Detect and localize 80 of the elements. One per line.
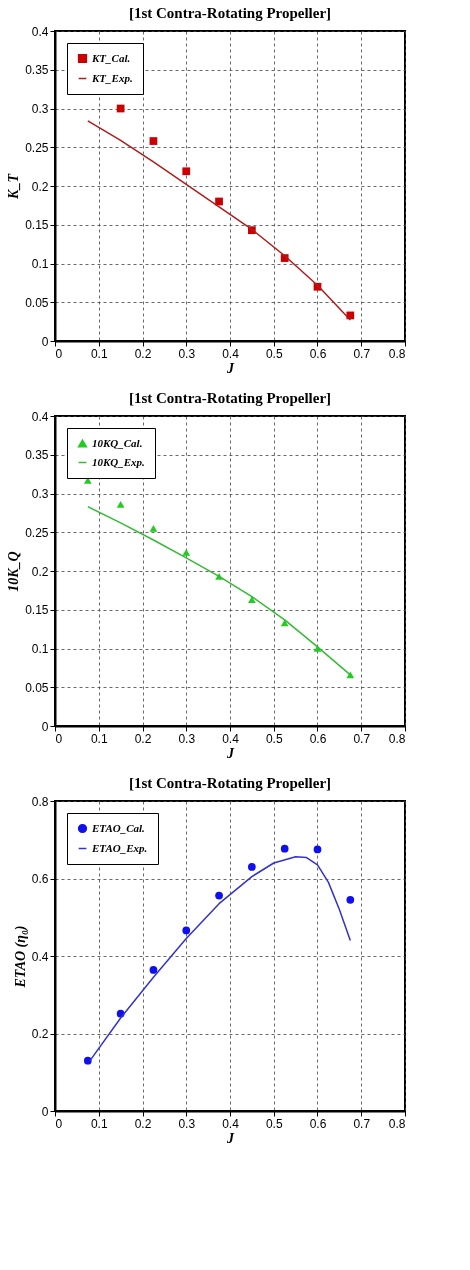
- point: [149, 137, 158, 145]
- y-tick-label: 0: [41, 1104, 49, 1119]
- legend-label: 10KQ_Cal.: [92, 436, 143, 449]
- point: [182, 167, 191, 176]
- x-tick-label: 0.6: [309, 731, 327, 746]
- x-tick-label: 0.4: [222, 731, 240, 746]
- chart-title: [1st Contra-Rotating Propeller]: [128, 5, 332, 21]
- y-tick-label: 0: [41, 334, 49, 349]
- x-tick-label: 0.6: [309, 1116, 327, 1131]
- point: [313, 845, 322, 854]
- x-tick-label: 0: [55, 731, 63, 746]
- point: [83, 1056, 92, 1065]
- y-tick-label: 0.2: [31, 179, 49, 194]
- x-tick-label: 0.3: [178, 346, 196, 361]
- x-tick-label: 0: [55, 1116, 63, 1131]
- x-tick-label: 0.2: [134, 346, 152, 361]
- y-tick-label: 0.4: [31, 949, 49, 964]
- x-tick-label: 0.1: [90, 346, 108, 361]
- point: [149, 966, 158, 974]
- point: [215, 197, 223, 206]
- point: [215, 891, 223, 900]
- y-tick-label: 0.1: [31, 257, 49, 271]
- y-tick-label: 0.05: [25, 680, 49, 695]
- x-tick-label: 0.2: [134, 731, 152, 746]
- x-tick-label: 0.8: [388, 346, 406, 361]
- x-tick-label: 0.6: [309, 346, 327, 361]
- legend-label: ETAO_Exp.: [91, 841, 148, 854]
- x-axis-title: J: [226, 360, 235, 376]
- y-tick-label: 0.3: [31, 102, 49, 116]
- y-axis-title: K_T: [6, 172, 22, 200]
- x-axis-title: J: [226, 1130, 235, 1146]
- x-tick-label: 0.7: [353, 1116, 371, 1131]
- legend-label: ETAO_Cal.: [91, 821, 145, 834]
- x-tick-label: 0.4: [222, 346, 240, 361]
- y-axis-title: 10K_Q: [6, 551, 22, 592]
- x-tick-label: 0.3: [178, 731, 196, 746]
- y-axis-title: ETAO (η₀): [12, 925, 29, 989]
- x-tick-label: 0.5: [265, 346, 283, 361]
- y-tick-label: 0.8: [31, 794, 49, 809]
- y-tick-label: 0.15: [25, 218, 49, 233]
- y-tick-label: 0.4: [31, 409, 49, 424]
- chart-title: [1st Contra-Rotating Propeller]: [128, 390, 332, 406]
- y-tick-label: 0.15: [25, 603, 49, 618]
- y-tick-label: 0.35: [25, 448, 49, 463]
- point: [248, 596, 256, 604]
- y-tick-label: 0.6: [31, 872, 49, 886]
- point: [182, 549, 191, 556]
- x-tick-label: 0.3: [178, 1116, 196, 1131]
- y-tick-label: 0.35: [25, 63, 49, 78]
- x-tick-label: 0.4: [222, 1116, 240, 1131]
- x-tick-label: 0.5: [265, 731, 283, 746]
- x-tick-label: 0.1: [90, 731, 108, 746]
- x-axis-title: J: [226, 745, 235, 761]
- y-tick-label: 0.4: [31, 24, 49, 39]
- x-tick-label: 0.7: [353, 346, 371, 361]
- point: [248, 863, 256, 871]
- x-tick-label: 0.8: [388, 1116, 406, 1131]
- x-tick-label: 0.1: [90, 1116, 108, 1131]
- y-tick-label: 0.2: [31, 564, 49, 579]
- legend-label: 10KQ_Exp.: [92, 455, 145, 468]
- x-tick-label: 0.5: [265, 1116, 283, 1131]
- y-tick-label: 0.25: [25, 140, 49, 155]
- point: [116, 501, 125, 508]
- y-tick-label: 0.1: [31, 642, 49, 656]
- point: [149, 525, 158, 532]
- y-tick-label: 0.2: [31, 1027, 49, 1041]
- y-tick-label: 0.3: [31, 487, 49, 501]
- x-tick-label: 0: [55, 346, 63, 361]
- y-tick-label: 0: [41, 719, 49, 734]
- y-tick-label: 0.25: [25, 525, 49, 540]
- x-tick-label: 0.2: [134, 1116, 152, 1131]
- point: [182, 926, 191, 935]
- point: [280, 844, 289, 853]
- legend-label: KT_Exp.: [91, 71, 133, 84]
- point: [346, 895, 355, 904]
- y-tick-label: 0.05: [25, 295, 49, 310]
- chart-title: [1st Contra-Rotating Propeller]: [128, 775, 332, 791]
- x-tick-label: 0.7: [353, 731, 371, 746]
- x-tick-label: 0.8: [388, 731, 406, 746]
- legend-label: KT_Cal.: [91, 51, 131, 64]
